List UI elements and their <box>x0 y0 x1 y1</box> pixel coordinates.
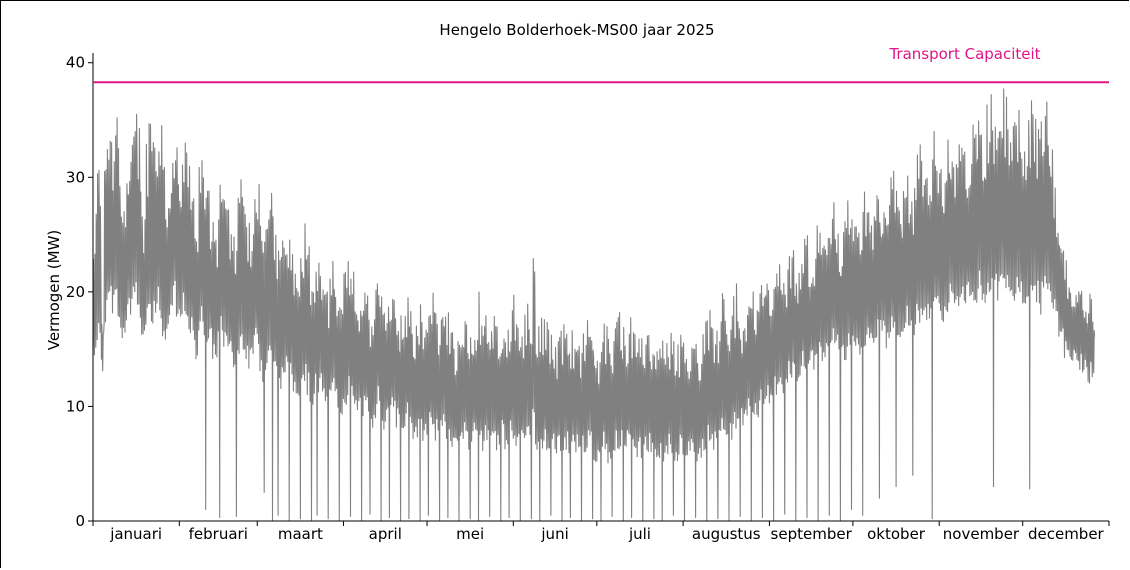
series-layer <box>92 88 1096 522</box>
power-series-line <box>92 88 1096 522</box>
x-month-label: mei <box>456 525 484 543</box>
x-month-label: juli <box>628 525 651 543</box>
x-month-label: januari <box>109 525 162 543</box>
x-month-label: november <box>943 525 1020 543</box>
x-month-label: augustus <box>692 525 761 543</box>
capacity-layer: Transport Capaciteit <box>93 45 1109 84</box>
y-tick-label: 20 <box>66 283 85 301</box>
y-tick-label: 30 <box>66 168 85 186</box>
x-month-label: februari <box>189 525 248 543</box>
x-month-label: april <box>369 525 402 543</box>
x-month-label: september <box>771 525 853 543</box>
y-tick-label: 0 <box>75 512 85 530</box>
axes-layer: 0 10 20 30 40 januari februari maart april mei jun… <box>66 53 1110 543</box>
y-axis-label: Vermogen (MW) <box>45 230 63 351</box>
x-month-label: december <box>1028 525 1105 543</box>
y-tick-label: 40 <box>66 54 85 72</box>
capacity-label: Transport Capaciteit <box>888 45 1040 63</box>
x-month-label: maart <box>278 525 323 543</box>
y-tick-label: 10 <box>66 397 85 415</box>
x-month-label: oktober <box>867 525 926 543</box>
x-month-label: juni <box>540 525 568 543</box>
chart-title: Hengelo Bolderhoek-MS00 jaar 2025 <box>439 21 714 39</box>
